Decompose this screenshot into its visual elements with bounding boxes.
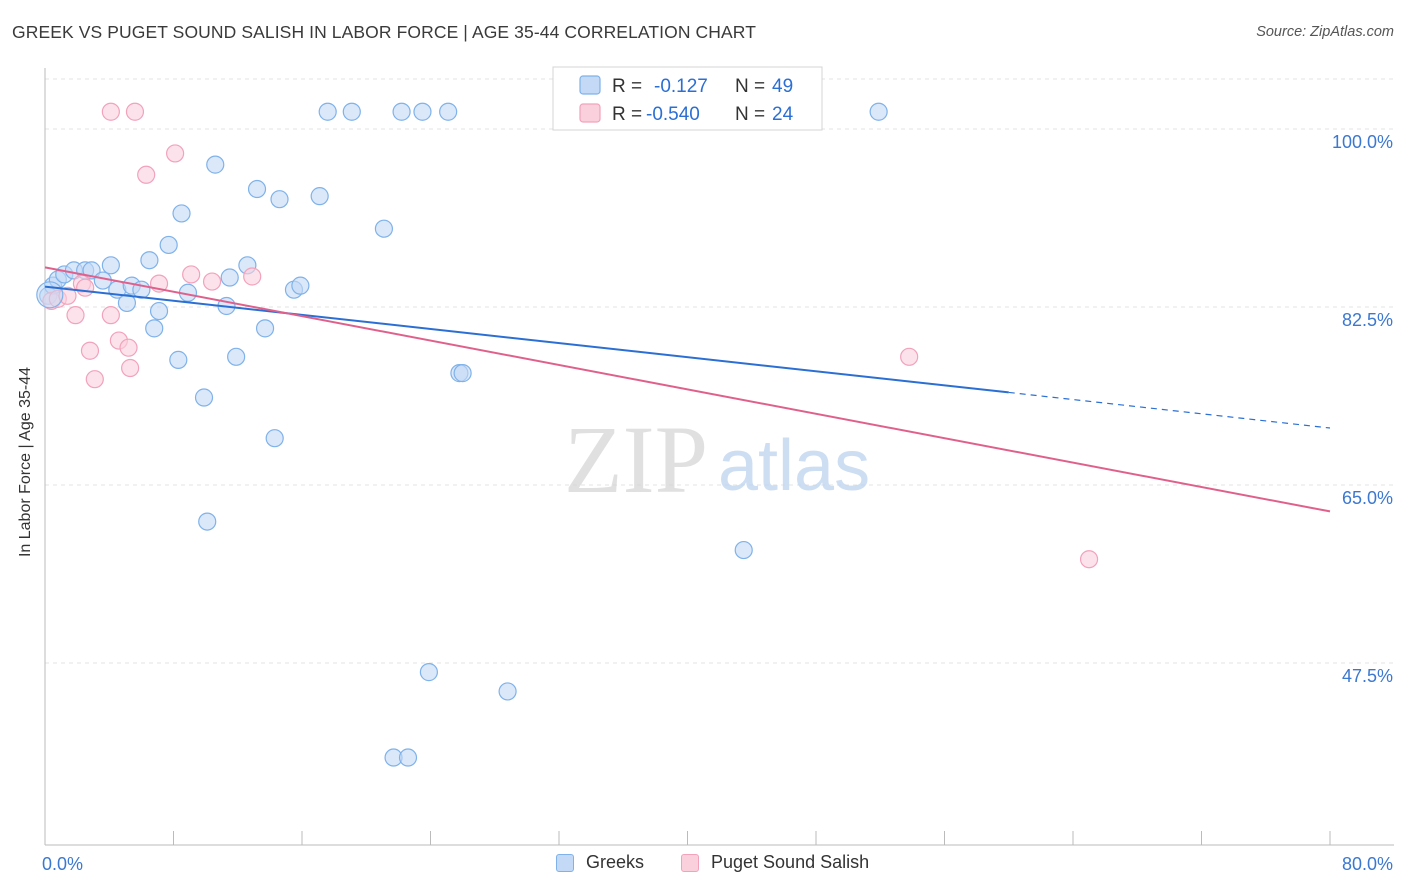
- gridlines: [45, 78, 1394, 664]
- point-greeks: [453, 364, 472, 383]
- point-salish: [125, 102, 145, 121]
- point-greeks: [869, 102, 888, 121]
- legend-swatch-salish: [579, 103, 601, 123]
- point-greeks: [265, 429, 284, 448]
- y-tick-label: 47.5%: [1342, 666, 1393, 686]
- stats-legend: R = -0.127 N = 49 R = -0.540 N = 24: [552, 66, 823, 131]
- point-greeks: [398, 748, 418, 767]
- series-legend: Greeks Puget Sound Salish: [0, 852, 1406, 878]
- point-greeks: [291, 276, 310, 295]
- point-salish: [121, 358, 140, 378]
- x-tick-label: 0.0%: [42, 854, 83, 874]
- point-salish: [101, 102, 120, 121]
- y-tick-label: 100.0%: [1332, 132, 1393, 152]
- legend-n-value-salish: 24: [772, 104, 794, 125]
- point-greeks: [255, 319, 275, 338]
- point-greeks: [140, 251, 159, 270]
- point-greeks: [159, 235, 178, 255]
- point-salish: [1079, 550, 1099, 569]
- watermark-zip: ZIP: [564, 406, 708, 513]
- point-greeks: [194, 388, 214, 407]
- point-salish: [80, 341, 100, 360]
- legend-item-salish: Puget Sound Salish: [681, 852, 869, 873]
- point-greeks: [270, 190, 289, 209]
- point-greeks: [220, 268, 239, 287]
- trend-line-salish: [44, 266, 1331, 513]
- trend-line-greeks-extension: [1008, 391, 1331, 429]
- point-greeks: [101, 256, 120, 275]
- tick-labels: 100.0% 82.5% 65.0% 47.5% 0.0% 80.0%: [42, 132, 1393, 874]
- point-greeks: [172, 204, 191, 223]
- point-greeks: [439, 102, 458, 121]
- x-tick-label: 80.0%: [1342, 854, 1393, 874]
- legend-r-value-salish: -0.540: [646, 104, 700, 125]
- point-salish: [66, 306, 85, 325]
- point-salish: [166, 144, 185, 163]
- point-salish: [182, 265, 201, 284]
- legend-label-salish: Puget Sound Salish: [711, 852, 870, 872]
- point-salish: [119, 338, 138, 357]
- point-greeks: [206, 155, 225, 174]
- legend-r-label-salish: R =: [612, 104, 642, 125]
- chart-title: GREEK VS PUGET SOUND SALISH IN LABOR FOR…: [12, 22, 757, 42]
- point-greeks: [198, 512, 217, 531]
- point-greeks: [310, 187, 329, 206]
- legend-n-value-greeks: 49: [772, 76, 793, 97]
- axes: [44, 68, 1394, 846]
- point-greeks: [374, 219, 394, 238]
- point-greeks: [227, 347, 246, 366]
- legend-swatch-greeks: [579, 75, 601, 95]
- point-greeks: [145, 319, 164, 338]
- legend-r-label-greeks: R =: [612, 76, 642, 97]
- point-salish: [243, 267, 262, 286]
- point-greeks: [419, 663, 438, 682]
- point-salish: [900, 347, 919, 366]
- legend-item-greeks: Greeks: [556, 852, 644, 873]
- data-points: [36, 102, 1099, 767]
- point-greeks: [169, 350, 188, 369]
- point-greeks: [247, 179, 267, 199]
- y-tick-label: 65.0%: [1342, 488, 1393, 508]
- point-greeks: [149, 301, 169, 321]
- watermark-atlas: atlas: [718, 426, 870, 506]
- point-salish: [101, 306, 120, 325]
- point-greeks: [36, 281, 64, 309]
- point-greeks: [117, 293, 137, 313]
- legend-swatch-salish: [681, 853, 699, 872]
- point-salish: [85, 370, 104, 389]
- legend-label-greeks: Greeks: [586, 852, 645, 872]
- point-salish: [202, 272, 222, 291]
- point-greeks: [318, 102, 337, 121]
- point-greeks: [392, 102, 411, 121]
- point-greeks: [734, 540, 753, 560]
- point-greeks: [342, 102, 361, 121]
- point-salish: [137, 165, 156, 184]
- y-tick-label: 82.5%: [1342, 310, 1393, 330]
- point-greeks: [413, 102, 432, 121]
- point-greeks: [498, 682, 517, 701]
- legend-r-value-greeks: -0.127: [654, 76, 708, 97]
- legend-n-label-greeks: N =: [735, 76, 765, 97]
- trend-line-greeks: [44, 285, 1009, 394]
- watermark: ZIP atlas: [564, 406, 870, 513]
- legend-n-label-salish: N =: [735, 104, 765, 125]
- source-label: Source: ZipAtlas.com: [1256, 24, 1394, 40]
- point-salish: [76, 278, 95, 297]
- legend-swatch-greeks: [556, 853, 574, 872]
- trend-lines: [44, 266, 1331, 513]
